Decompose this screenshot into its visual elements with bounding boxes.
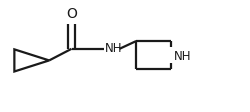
Text: NH: NH bbox=[104, 42, 122, 55]
Text: NH: NH bbox=[174, 50, 191, 62]
Text: O: O bbox=[66, 7, 77, 21]
